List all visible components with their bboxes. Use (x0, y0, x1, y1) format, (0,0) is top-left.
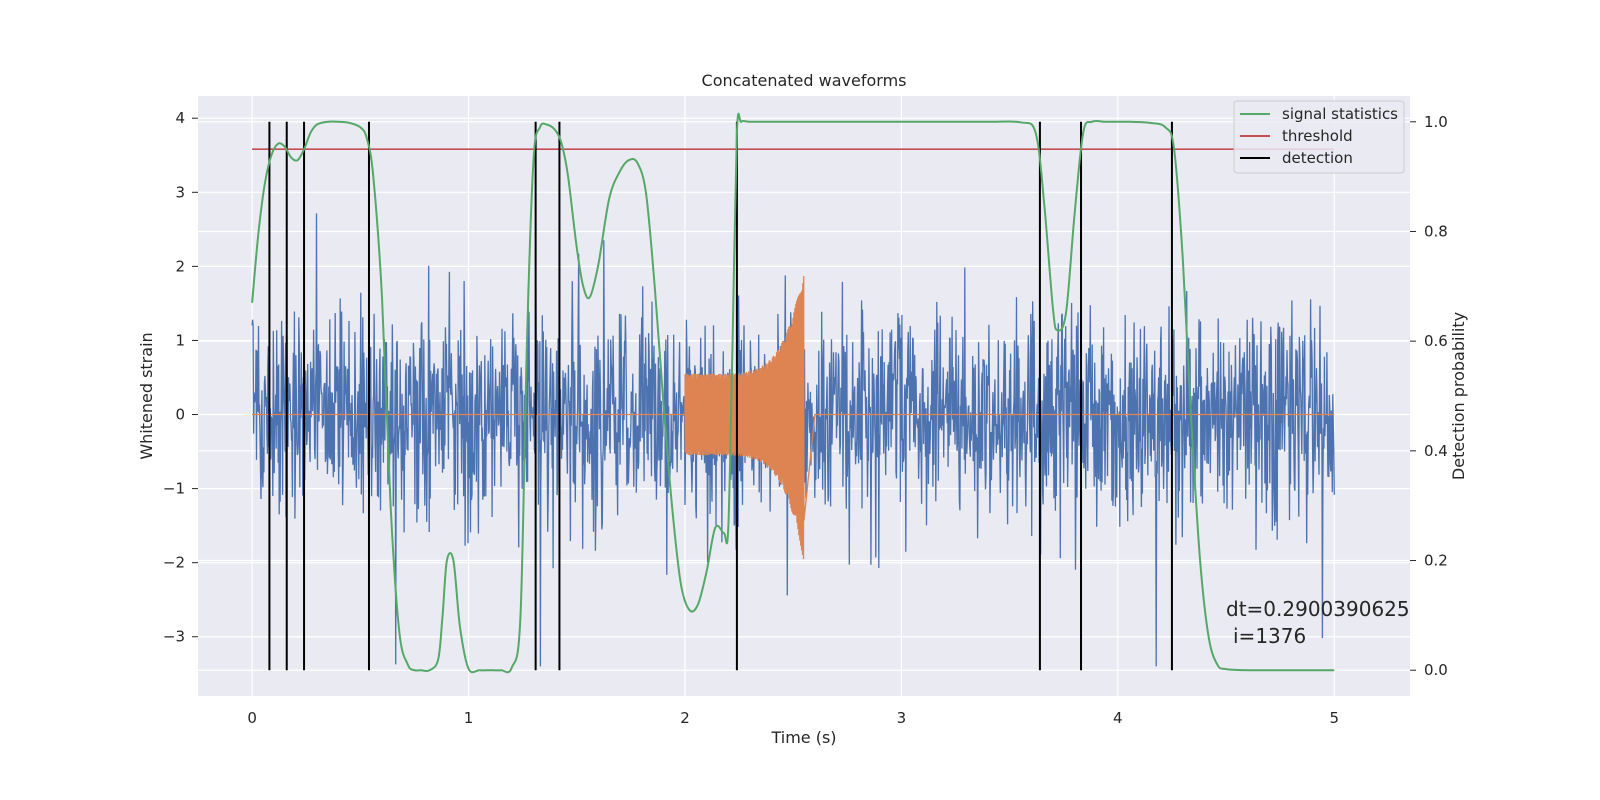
y2-tick-label: 0.0 (1424, 661, 1448, 679)
legend: signal statistics threshold detection (1233, 100, 1405, 174)
y-tick-label: 2 (175, 257, 185, 275)
ticks: 0 1 2 3 4 5 4 3 2 1 0 −1 −2 −3 1.0 0.8 0.6 0.4 0.2 0.0 (163, 109, 1448, 727)
y-tick-label: −1 (163, 480, 185, 498)
injection-line (252, 276, 1335, 560)
y-tick-label: 0 (175, 406, 185, 424)
y-tick-label: 1 (175, 331, 185, 349)
statistics-line (251, 112, 1335, 674)
annotation-i: i=1376 (1233, 624, 1306, 648)
y-tick-label: −3 (163, 628, 185, 646)
x-tick-label: 0 (247, 709, 257, 727)
x-tick-label: 2 (680, 709, 690, 727)
y-axis-label: Whitened strain (137, 332, 156, 459)
y2-tick-label: 1.0 (1424, 113, 1448, 131)
legend-threshold-label: threshold (1282, 127, 1353, 145)
x-tick-label: 1 (464, 709, 474, 727)
statistics-series (251, 112, 1335, 674)
x-tick-label: 5 (1329, 709, 1339, 727)
x-tick-label: 4 (1113, 709, 1123, 727)
y-tick-label: 3 (175, 183, 185, 201)
y2-tick-label: 0.4 (1424, 442, 1448, 460)
y-tick-label: 4 (175, 109, 185, 127)
y-tick-label: −2 (163, 554, 185, 572)
x-axis-label: Time (s) (770, 728, 836, 747)
y2-tick-label: 0.6 (1424, 332, 1448, 350)
legend-detection-label: detection (1282, 149, 1353, 167)
injection-series (252, 276, 1335, 560)
x-tick-label: 3 (897, 709, 907, 727)
y2-tick-label: 0.2 (1424, 552, 1448, 570)
chart-title: Concatenated waveforms (702, 71, 907, 90)
annotation-dt: dt=0.2900390625 (1226, 597, 1410, 621)
detection-series (268, 121, 1173, 671)
y2-tick-label: 0.8 (1424, 222, 1448, 240)
legend-box (1233, 100, 1405, 174)
y2-axis-label: Detection probability (1449, 312, 1468, 480)
legend-statistics-label: signal statistics (1282, 105, 1398, 123)
